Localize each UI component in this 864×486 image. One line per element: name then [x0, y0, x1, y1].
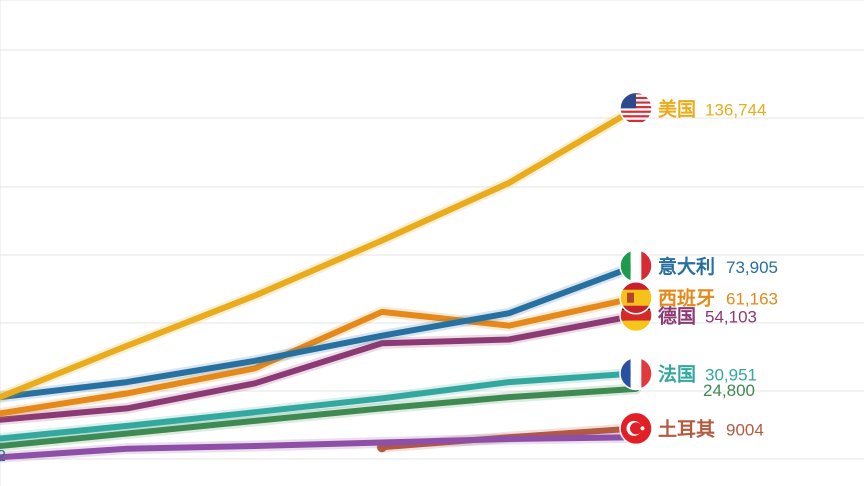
series-name-label: 意大利 [658, 255, 715, 278]
end-label: 意大利 73,905 [619, 249, 778, 283]
series-line [0, 262, 639, 401]
italy-flag-icon [619, 249, 653, 283]
series-value-label: 73,905 [726, 258, 778, 277]
series-line [0, 294, 639, 417]
series-name-label: 西班牙 [658, 287, 715, 310]
us-flag-icon [619, 91, 653, 126]
end-label: 西班牙 61,163 [619, 280, 778, 315]
series-line [0, 370, 639, 442]
end-label: 24,800 [703, 381, 755, 400]
series-lines [0, 102, 642, 463]
series-name-label: 德国 [658, 304, 696, 327]
series-value-label: 136,744 [705, 100, 766, 119]
end-label: 土耳其 9004 [619, 411, 764, 446]
series-line [0, 312, 639, 423]
series-value-label: 24,800 [703, 381, 755, 400]
series-value-label: 30,951 [705, 365, 757, 384]
end-label: 美国 136,744 [619, 91, 766, 126]
series-line [0, 105, 639, 401]
series-value-label: 61,163 [726, 290, 778, 309]
series-name-label: 法国 [658, 362, 696, 385]
series-line [0, 434, 639, 461]
series-line [0, 385, 639, 449]
spain-flag-icon [619, 280, 653, 315]
turkey-flag-icon [619, 411, 653, 446]
france-flag-icon [619, 356, 653, 391]
end-labels: 德国 54,103 24,800 法国 30,951 意大利 73,905 西班牙 61,163… [619, 91, 778, 446]
series-name-label: 美国 [658, 97, 696, 120]
tick-label: 2 [0, 448, 6, 465]
series-value-label: 54,103 [705, 307, 757, 326]
end-label: 法国 30,951 [619, 356, 757, 391]
series-name-label: 土耳其 [658, 418, 715, 440]
series-value-label: 9004 [726, 420, 764, 439]
